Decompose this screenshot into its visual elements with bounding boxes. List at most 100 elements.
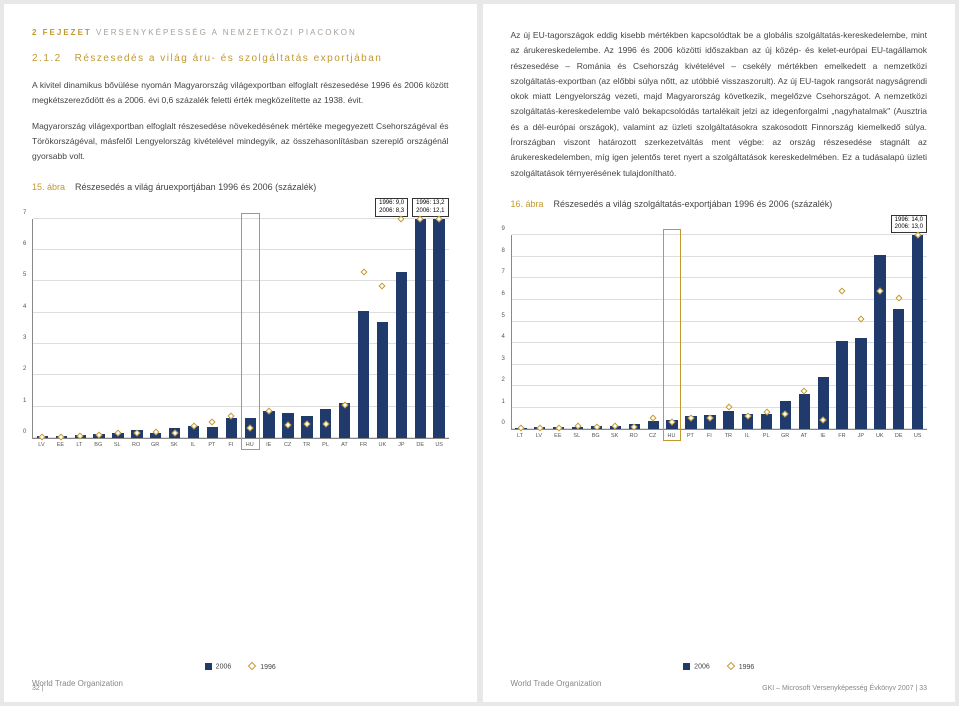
marker-1996 <box>39 433 46 440</box>
chapter-num: 2 fejezet <box>32 28 92 37</box>
bar-2006 <box>226 418 237 437</box>
marker-1996 <box>555 424 562 431</box>
bar-group <box>757 235 776 429</box>
bar-group <box>625 235 644 429</box>
bar-group <box>222 219 241 438</box>
marker-1996 <box>839 288 846 295</box>
x-tick-label: DE <box>411 442 430 448</box>
bar-group <box>354 219 373 438</box>
bar-group <box>889 235 908 429</box>
x-tick-label: JP <box>392 442 411 448</box>
bar-group <box>795 235 814 429</box>
bar-group <box>682 235 701 429</box>
x-tick-label: TR <box>297 442 316 448</box>
legend-15: 2006 1996 <box>32 663 449 671</box>
bar-group <box>184 219 203 438</box>
marker-1996 <box>895 294 902 301</box>
footer-left: 32 | <box>32 685 44 692</box>
anno-box-3: 1996: 14,0 2006: 13,0 <box>891 215 927 233</box>
bar-group <box>719 235 738 429</box>
x-tick-label: GR <box>146 442 165 448</box>
footer-right: GKI – Microsoft Versenyképesség Évkönyv … <box>762 685 927 692</box>
x-tick-label: HU <box>662 433 681 439</box>
bar-group <box>90 219 109 438</box>
bar-group <box>644 235 663 429</box>
bar-group <box>52 219 71 438</box>
bar-group <box>814 235 833 429</box>
x-tick-label: DE <box>889 433 908 439</box>
bar-group <box>71 219 90 438</box>
x-tick-label: RO <box>127 442 146 448</box>
bar-2006 <box>358 311 369 438</box>
bar-2006 <box>855 338 866 430</box>
marker-1996 <box>517 425 524 432</box>
x-tick-label: PL <box>757 433 776 439</box>
bar-2006 <box>648 421 659 430</box>
bar-2006 <box>207 427 218 438</box>
x-tick-label: UK <box>870 433 889 439</box>
x-tick-label: FR <box>354 442 373 448</box>
fig16-caption: 16. ábra Részesedés a világ szolgáltatás… <box>511 199 928 209</box>
bar-group <box>738 235 757 429</box>
x-tick-label: HU <box>240 442 259 448</box>
bar-group <box>127 219 146 438</box>
x-tick-label: FI <box>700 433 719 439</box>
bar-group <box>373 219 392 438</box>
marker-1996 <box>536 424 543 431</box>
bar-group <box>606 235 625 429</box>
bar-group <box>587 235 606 429</box>
para-1: A kivitel dinamikus bővülése nyomán Magy… <box>32 78 449 109</box>
bar-2006 <box>874 255 885 430</box>
x-tick-label: LT <box>511 433 530 439</box>
bar-group <box>430 219 449 438</box>
bar-2006 <box>415 219 426 438</box>
bar-group <box>568 235 587 429</box>
bar-group <box>549 235 568 429</box>
x-tick-label: IE <box>814 433 833 439</box>
marker-1996 <box>209 419 216 426</box>
bar-group <box>833 235 852 429</box>
x-tick-label: IL <box>738 433 757 439</box>
x-tick-label: SL <box>108 442 127 448</box>
marker-1996 <box>77 432 84 439</box>
x-tick-label: SK <box>165 442 184 448</box>
fig15-caption: 15. ábra Részesedés a világ áruexportjáb… <box>32 182 449 192</box>
bar-group <box>279 219 298 438</box>
source-15: World Trade Organization <box>32 679 449 688</box>
bar-group <box>870 235 889 429</box>
x-tick-label: EE <box>548 433 567 439</box>
x-tick-label: PT <box>681 433 700 439</box>
chapter-title: VERSENYKÉPESSÉG A NEMZETKÖZI PIACOKON <box>96 28 357 37</box>
bar-2006 <box>799 394 810 430</box>
bar-group <box>663 235 682 429</box>
x-tick-label: CZ <box>278 442 297 448</box>
page-left: 2 fejezet VERSENYKÉPESSÉG A NEMZETKÖZI P… <box>4 4 477 702</box>
fig15-annotations: 1996: 9,0 2006: 8,3 1996: 13,2 2006: 12,… <box>32 198 449 216</box>
bar-group <box>165 219 184 438</box>
bar-2006 <box>893 309 904 430</box>
x-tick-label: BG <box>89 442 108 448</box>
fig16-title: Részesedés a világ szolgáltatás-exportjá… <box>554 199 833 209</box>
bar-2006 <box>396 272 407 438</box>
fig15-num: 15. ábra <box>32 182 65 192</box>
x-tick-label: CZ <box>643 433 662 439</box>
para-2: Magyarország világexportban elfoglalt ré… <box>32 119 449 165</box>
section-title: 2.1.2 Részesedés a világ áru- és szolgál… <box>32 53 449 64</box>
section-name: Részesedés a világ áru- és szolgáltatás … <box>75 53 383 64</box>
marker-1996 <box>725 403 732 410</box>
page-right: Az új EU-tagországok eddig kisebb mérték… <box>483 4 956 702</box>
bar-group <box>297 219 316 438</box>
bar-group <box>316 219 335 438</box>
bar-group <box>392 219 411 438</box>
bar-group <box>530 235 549 429</box>
legend-2006-icon-2 <box>683 663 690 670</box>
legend-1996-icon-2 <box>727 662 735 670</box>
x-tick-label: JP <box>851 433 870 439</box>
anno-box-1: 1996: 9,0 2006: 8,3 <box>375 198 408 216</box>
fig16-chart: 0123456789 LTLVEESLBGSKROCZHUPTFITRILPLG… <box>511 235 928 643</box>
legend-2006-label-2: 2006 <box>694 664 710 671</box>
bar-group <box>512 235 531 429</box>
chapter-header: 2 fejezet VERSENYKÉPESSÉG A NEMZETKÖZI P… <box>32 28 449 37</box>
legend-1996-label-2: 1996 <box>739 664 755 671</box>
x-tick-label: IE <box>259 442 278 448</box>
